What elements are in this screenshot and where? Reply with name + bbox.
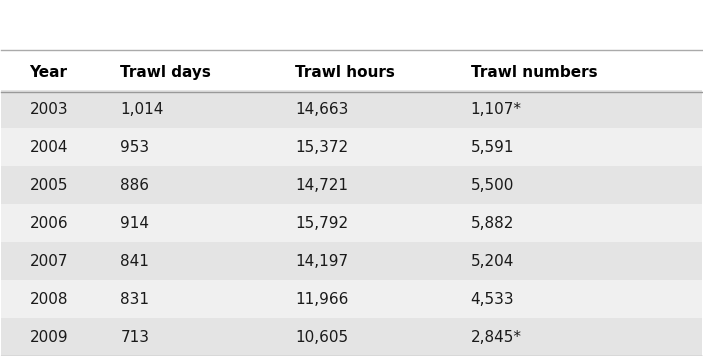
- Text: 2004: 2004: [30, 140, 68, 155]
- Text: 4,533: 4,533: [470, 292, 514, 307]
- Text: 1,014: 1,014: [120, 102, 164, 117]
- Text: Year: Year: [30, 65, 67, 80]
- Text: 2,845*: 2,845*: [470, 330, 522, 345]
- Text: Trawl hours: Trawl hours: [295, 65, 395, 80]
- Text: 713: 713: [120, 330, 150, 345]
- Text: 886: 886: [120, 178, 150, 193]
- Text: Trawl numbers: Trawl numbers: [470, 65, 597, 80]
- Bar: [1, 318, 702, 356]
- Text: 11,966: 11,966: [295, 292, 349, 307]
- Text: 2008: 2008: [30, 292, 68, 307]
- Text: 14,663: 14,663: [295, 102, 349, 117]
- Text: 1,107*: 1,107*: [470, 102, 522, 117]
- Bar: [1, 166, 702, 204]
- Bar: [1, 242, 702, 280]
- Text: 2003: 2003: [30, 102, 68, 117]
- Text: 5,500: 5,500: [470, 178, 514, 193]
- Text: 831: 831: [120, 292, 150, 307]
- Text: 15,372: 15,372: [295, 140, 349, 155]
- Text: 15,792: 15,792: [295, 216, 349, 231]
- Bar: [1, 90, 702, 128]
- Text: 10,605: 10,605: [295, 330, 349, 345]
- Text: 14,197: 14,197: [295, 253, 349, 269]
- Bar: [1, 204, 702, 242]
- Text: 841: 841: [120, 253, 149, 269]
- Text: 5,882: 5,882: [470, 216, 514, 231]
- Text: Trawl days: Trawl days: [120, 65, 212, 80]
- Text: 5,204: 5,204: [470, 253, 514, 269]
- Bar: [1, 280, 702, 318]
- Text: 2005: 2005: [30, 178, 68, 193]
- Text: 2006: 2006: [30, 216, 68, 231]
- Text: 14,721: 14,721: [295, 178, 349, 193]
- Text: 2009: 2009: [30, 330, 68, 345]
- Text: 953: 953: [120, 140, 150, 155]
- Bar: [1, 128, 702, 166]
- Text: 5,591: 5,591: [470, 140, 514, 155]
- Text: 914: 914: [120, 216, 150, 231]
- Text: 2007: 2007: [30, 253, 68, 269]
